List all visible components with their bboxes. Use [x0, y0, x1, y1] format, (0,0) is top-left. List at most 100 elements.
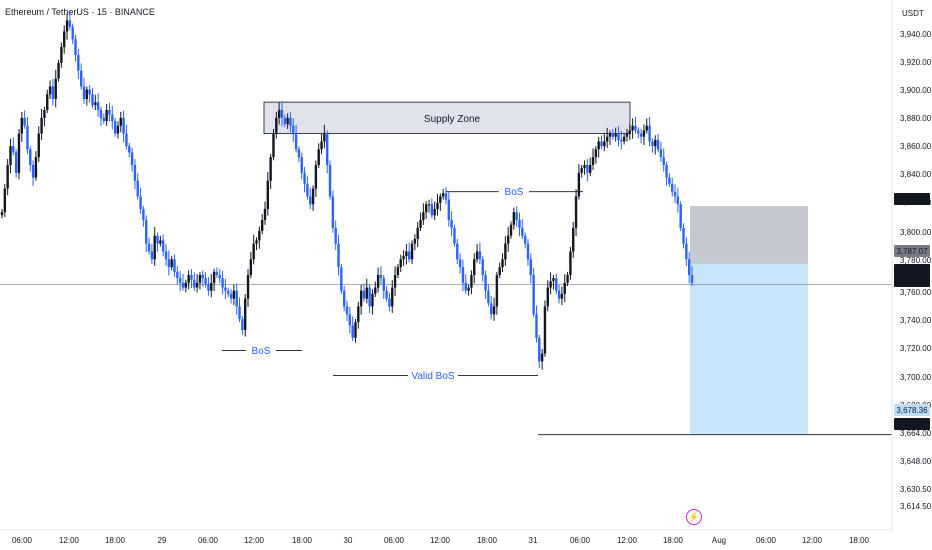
- candle-body: [57, 62, 60, 79]
- candle-body: [659, 149, 663, 158]
- price-axis-currency: USDT: [902, 9, 924, 18]
- candle-body: [376, 275, 380, 288]
- candle-body: [631, 125, 634, 131]
- candle-body: [193, 279, 196, 288]
- candle-body: [34, 157, 38, 178]
- candle-body: [447, 199, 451, 220]
- candle-body: [65, 20, 69, 32]
- candle-body: [591, 157, 595, 165]
- candle-body: [461, 267, 465, 283]
- candle-body: [255, 240, 258, 244]
- price-badge-bg: [894, 264, 930, 276]
- price-badge-bg: [894, 404, 930, 416]
- candle-body: [600, 141, 603, 147]
- time-axis-label: 18:00: [292, 536, 313, 545]
- candle-body: [292, 125, 295, 134]
- price-tick-label: 3,780.00: [900, 256, 932, 265]
- candle-body: [176, 271, 179, 279]
- valid-bos-label-bg: [408, 368, 458, 382]
- candle-body: [51, 86, 55, 99]
- candle-body: [639, 133, 643, 137]
- candle-body: [379, 275, 383, 279]
- price-badge-text: 3,823.84: [896, 195, 928, 204]
- candle-body: [498, 267, 501, 275]
- supply-zone-box: [263, 101, 631, 134]
- candle-body: [207, 284, 210, 291]
- candle-body: [29, 149, 32, 165]
- candle-body: [328, 165, 332, 197]
- candle-body: [161, 240, 165, 252]
- candle-body: [116, 125, 120, 134]
- price-tick-label: 3,648.00: [900, 457, 932, 466]
- candle-body: [43, 110, 46, 118]
- time-axis-label: 18:00: [105, 536, 126, 545]
- candle-body: [492, 306, 496, 315]
- candle-body: [297, 149, 301, 158]
- candle-body: [682, 227, 685, 244]
- candle-body: [617, 133, 620, 140]
- candle-body: [6, 165, 9, 189]
- candle-body: [23, 117, 26, 126]
- candle-body: [201, 275, 204, 279]
- candle-body: [357, 306, 360, 323]
- events-lightning-icon[interactable]: ⚡: [686, 509, 702, 525]
- time-axis-label: 06:00: [384, 536, 405, 545]
- candle-body: [130, 152, 134, 165]
- candle-body: [294, 133, 298, 150]
- candle-body: [424, 204, 428, 213]
- candle-body: [665, 165, 668, 178]
- candle-body: [577, 172, 581, 197]
- candle-body: [433, 209, 436, 216]
- candle-body: [484, 275, 487, 291]
- candle-body: [170, 259, 173, 268]
- candle-body: [648, 125, 651, 142]
- candle-body: [526, 243, 530, 260]
- candle-body: [159, 240, 162, 244]
- candle-body: [342, 290, 346, 307]
- candle-body: [252, 243, 255, 260]
- price-badge-bg: [894, 275, 930, 287]
- bos-left-label-bg: [246, 343, 276, 357]
- time-axis-label: Aug: [712, 536, 726, 545]
- candle-body: [594, 149, 598, 158]
- candle-body: [119, 117, 122, 126]
- candle-body: [668, 177, 671, 184]
- candle-body: [82, 86, 86, 99]
- candle-body: [441, 193, 445, 197]
- candle-body: [88, 89, 91, 95]
- candle-body: [368, 287, 371, 307]
- candle-body: [224, 287, 227, 291]
- candle-body: [625, 133, 629, 137]
- candle-body: [532, 275, 535, 315]
- candle-body: [408, 251, 411, 260]
- candle-body: [309, 196, 312, 205]
- candle-body: [671, 183, 674, 192]
- candle-body: [490, 303, 493, 315]
- candle-body: [549, 281, 552, 288]
- candle-body: [260, 220, 264, 231]
- candle-body: [359, 290, 363, 307]
- candle-body: [512, 212, 516, 225]
- candle-body: [187, 275, 190, 283]
- candle-body: [521, 227, 524, 236]
- price-badge-bg: [894, 193, 930, 205]
- candle-body: [20, 117, 23, 134]
- candle-body: [91, 94, 94, 106]
- candle-body: [628, 130, 631, 134]
- bos-left-label: BoS: [252, 346, 271, 357]
- candle-body: [374, 287, 377, 294]
- candle-body: [215, 271, 219, 275]
- candle-body: [563, 282, 566, 294]
- candle-body: [99, 110, 103, 118]
- price-badge: 3,823.84: [894, 193, 930, 205]
- candle-body: [238, 306, 241, 319]
- candle-body: [487, 290, 490, 304]
- candle-body: [150, 251, 154, 260]
- candle-body: [14, 152, 18, 173]
- candle-body: [676, 196, 680, 205]
- candle-body: [444, 193, 448, 200]
- candle-body: [111, 114, 114, 121]
- candle-body: [679, 204, 682, 228]
- candle-body: [402, 256, 405, 260]
